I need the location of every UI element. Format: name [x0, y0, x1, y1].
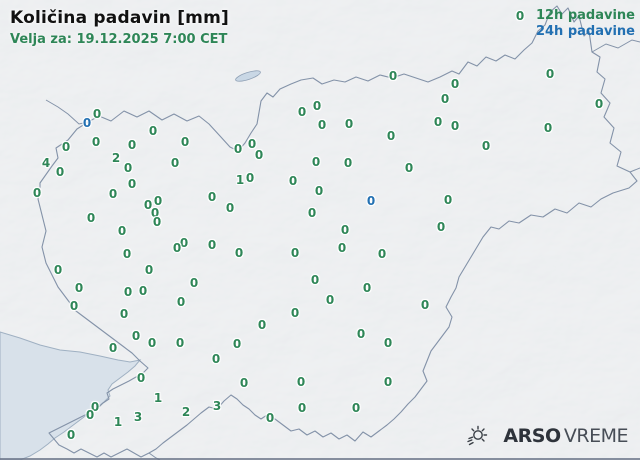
italy-austria-border-stub [45, 99, 89, 125]
hungary-croatia-border-stub [629, 167, 640, 173]
layer-legend: 12h padavine 24h padavine [536, 8, 635, 40]
legend-item-24h[interactable]: 24h padavine [535, 24, 635, 39]
austria-hungary-border-stub [591, 39, 640, 53]
slovenia-border-path [37, 5, 638, 458]
brand-area: ARSO VREME [465, 424, 629, 448]
sea-area [0, 331, 142, 460]
brand-wordmark: ARSO VREME [503, 425, 628, 447]
map-header: Količina padavin [mm] Velja za: 19.12.20… [10, 8, 229, 47]
brand-vreme: VREME [563, 425, 629, 447]
valid-time-label: Velja za: 19.12.2025 7:00 CET [10, 32, 228, 47]
brand-arso: ARSO [503, 425, 561, 447]
page-title: Količina padavin [mm] [10, 8, 229, 28]
legend-item-12h[interactable]: 12h padavine [535, 8, 635, 23]
lake-shape [235, 70, 261, 82]
bottom-frame-line [0, 458, 640, 460]
weather-sun-icon [467, 425, 488, 446]
